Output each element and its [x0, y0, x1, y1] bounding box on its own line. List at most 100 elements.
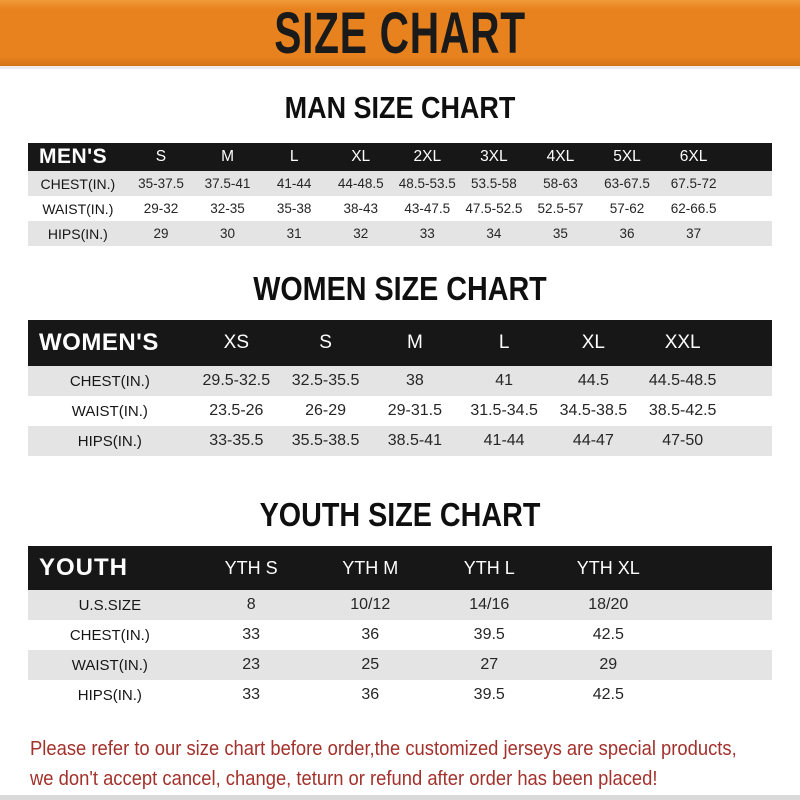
- youth-chest-row: CHEST(IN.) 33 36 39.5 42.5: [28, 620, 772, 650]
- women-size-table: WOMEN'S XS S M L XL XXL CHEST(IN.) 29.5-…: [28, 320, 772, 456]
- men-waist-row: WAIST(IN.) 29-32 32-35 35-38 38-43 43-47…: [28, 196, 772, 221]
- size-value-cell: 30: [194, 221, 261, 246]
- size-value-cell: 34.5-38.5: [548, 396, 639, 426]
- row-label: CHEST(IN.): [28, 171, 128, 196]
- size-value-cell: 37: [660, 221, 727, 246]
- row-label: CHEST(IN.): [28, 366, 192, 396]
- column-header: YTH XL: [548, 546, 668, 590]
- men-chart-title: MAN SIZE CHART: [284, 90, 516, 125]
- row-label: HIPS(IN.): [28, 221, 128, 246]
- banner-title: SIZE CHART: [274, 0, 526, 66]
- size-value-cell: 36: [593, 221, 661, 246]
- size-value-cell: 44-47: [548, 426, 639, 456]
- column-header: M: [370, 320, 460, 366]
- footer-note-line2: we don't accept cancel, change, teturn o…: [30, 768, 658, 790]
- spacer-cell: [667, 590, 772, 620]
- size-value-cell: 53.5-58: [460, 171, 528, 196]
- youth-chart-title: YOUTH SIZE CHART: [259, 496, 541, 533]
- size-value-cell: 48.5-53.5: [394, 171, 461, 196]
- youth-waist-row: WAIST(IN.) 23 25 27 29: [28, 650, 772, 680]
- men-size-table: MEN'S S M L XL 2XL 3XL 4XL 5XL 6XL CHEST…: [28, 143, 772, 246]
- size-value-cell: 39.5: [429, 620, 549, 650]
- footer-note: Please refer to our size chart before or…: [30, 734, 738, 794]
- size-value-cell: 34: [460, 221, 528, 246]
- spacer-cell: [726, 143, 772, 171]
- column-header: XL: [548, 320, 639, 366]
- size-value-cell: 39.5: [429, 680, 549, 710]
- row-label: CHEST(IN.): [28, 620, 192, 650]
- size-value-cell: 26-29: [280, 396, 371, 426]
- column-header: YTH L: [429, 546, 549, 590]
- size-value-cell: 8: [191, 590, 311, 620]
- size-value-cell: 44.5-48.5: [638, 366, 728, 396]
- size-value-cell: 43-47.5: [394, 196, 461, 221]
- spacer-cell: [727, 426, 772, 456]
- size-value-cell: 67.5-72: [660, 171, 727, 196]
- youth-table-label: YOUTH: [28, 546, 192, 590]
- women-table-label: WOMEN'S: [28, 320, 192, 366]
- spacer-cell: [727, 366, 772, 396]
- size-value-cell: 47.5-52.5: [460, 196, 528, 221]
- size-value-cell: 57-62: [593, 196, 661, 221]
- size-value-cell: 32: [327, 221, 394, 246]
- column-header: 4XL: [527, 143, 594, 171]
- size-value-cell: 35-37.5: [127, 171, 195, 196]
- size-value-cell: 31: [260, 221, 328, 246]
- column-header: S: [280, 320, 371, 366]
- size-value-cell: 44-48.5: [327, 171, 394, 196]
- row-label: WAIST(IN.): [28, 650, 192, 680]
- size-value-cell: 38.5-41: [370, 426, 460, 456]
- size-value-cell: 29: [548, 650, 668, 680]
- spacer-cell: [727, 396, 772, 426]
- column-header: XXL: [638, 320, 728, 366]
- size-chart-banner: SIZE CHART: [0, 0, 800, 69]
- size-value-cell: 33-35.5: [191, 426, 281, 456]
- column-header: 5XL: [593, 143, 661, 171]
- size-value-cell: 36: [310, 620, 430, 650]
- row-label: U.S.SIZE: [28, 590, 192, 620]
- size-value-cell: 41-44: [459, 426, 549, 456]
- size-value-cell: 38: [370, 366, 460, 396]
- spacer-cell: [726, 171, 772, 196]
- spacer-cell: [667, 680, 772, 710]
- size-value-cell: 41-44: [260, 171, 328, 196]
- column-header: L: [260, 143, 328, 171]
- size-value-cell: 52.5-57: [527, 196, 594, 221]
- size-value-cell: 23: [191, 650, 311, 680]
- column-header: L: [459, 320, 549, 366]
- men-hips-row: HIPS(IN.) 29 30 31 32 33 34 35 36 37: [28, 221, 772, 246]
- men-chest-row: CHEST(IN.) 35-37.5 37.5-41 41-44 44-48.5…: [28, 171, 772, 196]
- size-value-cell: 18/20: [548, 590, 668, 620]
- size-value-cell: 33: [191, 680, 311, 710]
- row-label: HIPS(IN.): [28, 680, 192, 710]
- footer-note-line1: Please refer to our size chart before or…: [30, 738, 737, 760]
- size-value-cell: 35-38: [260, 196, 328, 221]
- women-hips-row: HIPS(IN.) 33-35.5 35.5-38.5 38.5-41 41-4…: [28, 426, 772, 456]
- size-value-cell: 29: [127, 221, 195, 246]
- spacer-cell: [726, 221, 772, 246]
- youth-ussize-row: U.S.SIZE 8 10/12 14/16 18/20: [28, 590, 772, 620]
- size-value-cell: 35.5-38.5: [280, 426, 371, 456]
- size-value-cell: 10/12: [310, 590, 430, 620]
- spacer-cell: [667, 620, 772, 650]
- women-chart-title: WOMEN SIZE CHART: [253, 270, 547, 307]
- women-waist-row: WAIST(IN.) 23.5-26 26-29 29-31.5 31.5-34…: [28, 396, 772, 426]
- column-header: 3XL: [460, 143, 528, 171]
- size-value-cell: 47-50: [638, 426, 728, 456]
- size-value-cell: 31.5-34.5: [459, 396, 549, 426]
- row-label: WAIST(IN.): [28, 196, 128, 221]
- column-header: YTH M: [310, 546, 430, 590]
- size-value-cell: 32.5-35.5: [280, 366, 371, 396]
- size-value-cell: 62-66.5: [660, 196, 727, 221]
- size-value-cell: 41: [459, 366, 549, 396]
- size-value-cell: 36: [310, 680, 430, 710]
- spacer-cell: [667, 546, 772, 590]
- size-value-cell: 42.5: [548, 680, 668, 710]
- women-header-row: WOMEN'S XS S M L XL XXL: [28, 320, 772, 366]
- spacer-cell: [727, 320, 772, 366]
- row-label: HIPS(IN.): [28, 426, 192, 456]
- size-value-cell: 44.5: [548, 366, 639, 396]
- bottom-edge-strip: [0, 795, 800, 800]
- column-header: 2XL: [394, 143, 461, 171]
